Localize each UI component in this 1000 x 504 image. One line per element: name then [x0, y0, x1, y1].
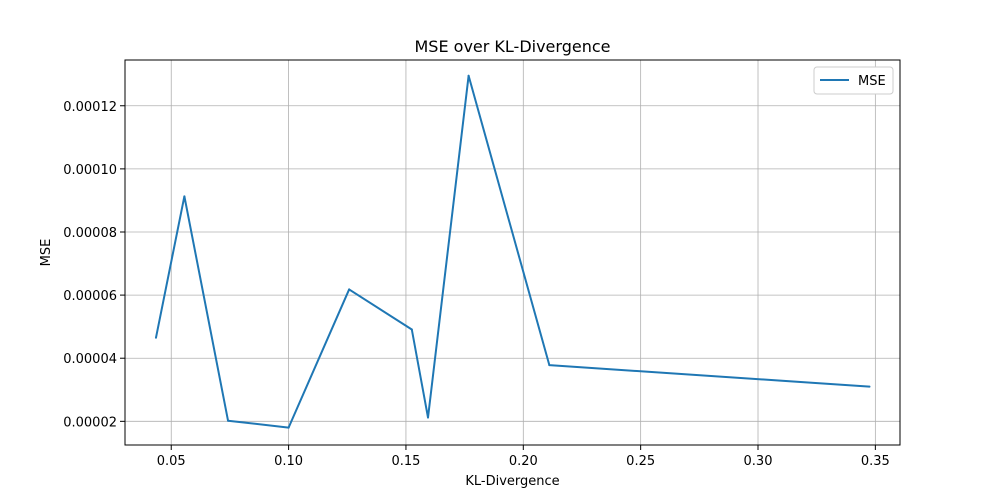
data-point: [227, 419, 230, 422]
series-line-mse: [154, 74, 870, 429]
data-point: [868, 385, 871, 388]
x-axis-label: KL-Divergence: [465, 474, 559, 489]
x-tick-label: 0.35: [861, 454, 890, 469]
y-tick-label: 0.00010: [63, 163, 117, 178]
x-tick-label: 0.05: [157, 454, 186, 469]
y-tick-label: 0.00004: [63, 352, 117, 367]
x-tick-label: 0.30: [744, 454, 773, 469]
x-axis-ticks: 0.05 0.10 0.15 0.20 0.25 0.30 0.35: [157, 445, 890, 469]
series-layer: [154, 74, 871, 429]
chart-title: MSE over KL-Divergence: [415, 37, 611, 56]
legend-box: [813, 66, 894, 95]
data-point: [348, 288, 351, 291]
data-point: [467, 74, 470, 77]
y-tick-label: 0.00002: [63, 415, 117, 430]
plot-frame: [124, 59, 901, 446]
data-point: [183, 195, 186, 198]
x-tick-label: 0.15: [391, 454, 420, 469]
y-axis-label: MSE: [39, 239, 54, 267]
legend-label: MSE: [858, 74, 886, 89]
data-point: [427, 416, 430, 419]
data-point: [154, 336, 157, 339]
x-tick-label: 0.20: [509, 454, 538, 469]
legend: MSE: [813, 66, 894, 95]
y-tick-label: 0.00008: [63, 226, 117, 241]
data-point: [548, 364, 551, 367]
x-tick-label: 0.25: [626, 454, 655, 469]
data-point: [287, 426, 290, 429]
y-tick-label: 0.00006: [63, 289, 117, 304]
x-tick-label: 0.10: [274, 454, 303, 469]
data-point: [410, 328, 413, 331]
y-axis-ticks: 0.00002 0.00004 0.00006 0.00008 0.00010 0.000…: [63, 100, 125, 430]
y-tick-label: 0.00012: [63, 100, 117, 115]
